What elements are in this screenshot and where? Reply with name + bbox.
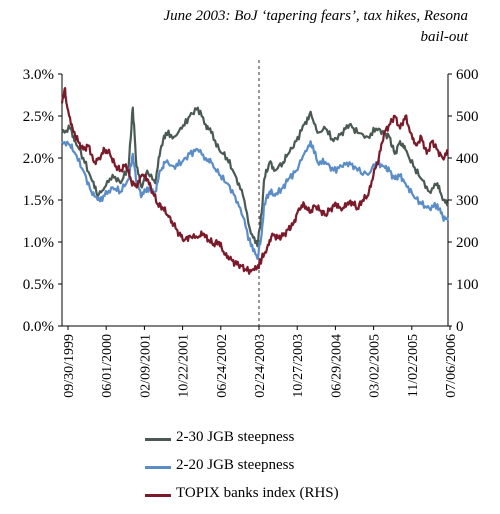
y-left-tick-label: 0.0% xyxy=(23,319,54,335)
legend-label-topix: TOPIX banks index (RHS) xyxy=(176,485,339,501)
series-line-0 xyxy=(61,106,449,248)
x-tick-label: 07/06/2006 xyxy=(444,334,459,398)
y-right-tick-label: 300 xyxy=(456,193,479,209)
event-annotation: June 2003: BoJ ‘tapering fears’, tax hik… xyxy=(163,8,468,45)
legend-swatch-topix xyxy=(145,494,171,497)
series-line-2 xyxy=(60,87,449,275)
ticks-layer: 0.0% 0.5% 1.0% 1.5% 2.0% 2.5% 3.0% 0 100 200 300 40… xyxy=(23,67,479,398)
x-tick-label: 11/02/2005 xyxy=(406,334,421,397)
y-left-tick-label: 2.5% xyxy=(23,109,54,125)
x-tick-label: 06/29/2004 xyxy=(329,334,344,398)
y-right-tick-label: 500 xyxy=(456,109,479,125)
y-right-tick-label: 0 xyxy=(456,319,464,335)
x-tick-label: 09/30/1999 xyxy=(62,334,77,398)
y-right-tick-label: 200 xyxy=(456,235,479,251)
y-right-tick-label: 400 xyxy=(456,151,479,167)
x-tick-label: 06/24/2002 xyxy=(215,334,230,398)
x-tick-label: 02/24/2003 xyxy=(253,334,268,398)
x-tick-label: 06/01/2000 xyxy=(100,334,115,398)
y-left-tick-label: 2.0% xyxy=(23,151,54,167)
y-right-tick-label: 600 xyxy=(456,67,479,83)
legend-label-2-20: 2-20 JGB steepness xyxy=(176,457,295,473)
legend-swatch-2-20 xyxy=(145,466,171,469)
series-line-1 xyxy=(61,140,450,260)
x-tick-label: 10/27/2003 xyxy=(291,334,306,398)
x-tick-label: 03/02/2005 xyxy=(368,334,383,398)
legend-label-2-30: 2-30 JGB steepness xyxy=(176,429,295,445)
x-tick-label: 10/22/2001 xyxy=(177,334,192,398)
series-layer xyxy=(60,87,450,275)
legend-swatch-2-30 xyxy=(145,438,171,441)
y-left-tick-label: 0.5% xyxy=(23,277,54,293)
y-right-tick-label: 100 xyxy=(456,277,479,293)
x-tick-label: 02/09/2001 xyxy=(138,334,153,398)
y-left-tick-label: 1.5% xyxy=(23,193,54,209)
y-left-tick-label: 1.0% xyxy=(23,235,54,251)
y-left-tick-label: 3.0% xyxy=(23,67,54,83)
